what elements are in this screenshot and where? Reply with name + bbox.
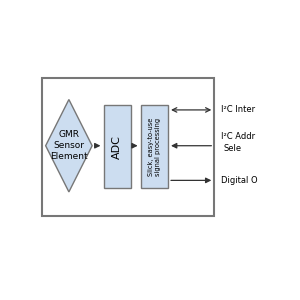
Bar xyxy=(42,78,214,216)
Text: Digital O: Digital O xyxy=(221,176,258,185)
Text: I²C Inter: I²C Inter xyxy=(221,105,255,114)
Polygon shape xyxy=(46,100,92,192)
Bar xyxy=(104,105,130,188)
Text: I²C Addr: I²C Addr xyxy=(221,132,255,141)
Text: GMR
Sensor
Element: GMR Sensor Element xyxy=(50,130,88,161)
Text: Slick, easy-to-use
signal processing: Slick, easy-to-use signal processing xyxy=(148,118,161,176)
Text: ADC: ADC xyxy=(112,135,122,159)
Text: Sele: Sele xyxy=(224,143,242,152)
Bar xyxy=(141,105,168,188)
